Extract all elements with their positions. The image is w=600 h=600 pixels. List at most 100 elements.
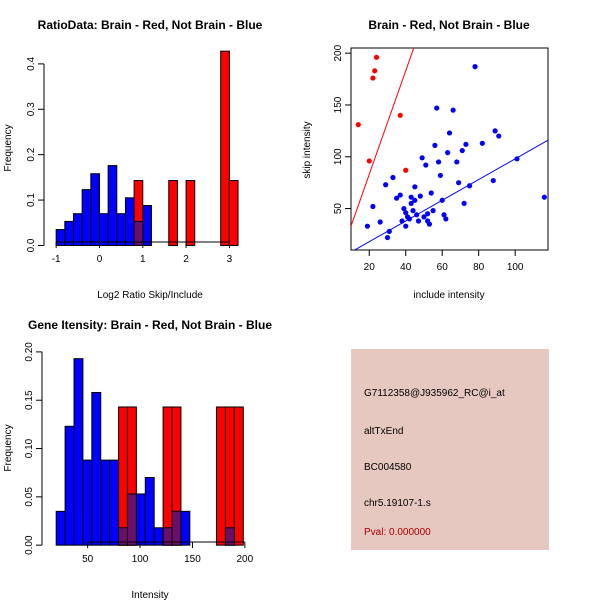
gene-bar-overlap: [224, 527, 235, 546]
scatter-point-not-brain: [384, 234, 391, 241]
gene-bar-overlap: [171, 510, 182, 546]
scatter-point-not-brain: [445, 150, 451, 156]
scatter-point-not-brain: [490, 177, 496, 184]
scatter-point-not-brain: [401, 205, 407, 212]
scatter-y-tick-label: 100: [333, 148, 344, 165]
gene-y-tick-label: 0.05: [24, 487, 35, 507]
scatter-point-not-brain: [410, 208, 416, 214]
scatter-fit-line-brain: [351, 48, 415, 227]
scatter-point-not-brain: [439, 197, 445, 203]
scatter-point-brain: [372, 68, 378, 74]
gene-bar-brain: [118, 406, 128, 546]
scatter-point-not-brain: [456, 180, 462, 186]
scatter-point-brain: [397, 112, 403, 118]
scatter-point-brain: [403, 167, 409, 173]
scatter-point-not-brain: [437, 172, 443, 179]
gene-bar-brain: [216, 406, 226, 546]
scatter-point-not-brain: [472, 64, 478, 70]
scatter-point-not-brain: [450, 107, 456, 113]
scatter-point-not-brain: [430, 208, 436, 214]
scatter-xlabel: include intensity: [413, 290, 484, 301]
gene-bar-overlap: [162, 527, 173, 546]
ratio-bar-not-brain: [72, 213, 83, 246]
scatter-point-not-brain: [479, 140, 485, 146]
pval-text: Pval: 0.000000: [364, 527, 431, 538]
ratio-x-tick-label: 2: [183, 254, 189, 265]
scatter-point-not-brain: [459, 147, 465, 154]
gene-bar-not-brain: [135, 493, 146, 546]
scatter-point-not-brain: [403, 210, 409, 216]
gene-x-tick-label: 200: [237, 554, 254, 565]
scatter-point-not-brain: [425, 211, 431, 217]
scatter-x-tick-label: 60: [437, 262, 449, 273]
scatter-ylabel: skip intensity: [302, 121, 313, 178]
info-panel: G7112358@J935962_RC@i_at altTxEnd BC0045…: [351, 349, 549, 550]
scatter-title: Brain - Red, Not Brain - Blue: [368, 18, 530, 32]
scatter-point-not-brain: [514, 156, 520, 162]
scatter-point-not-brain: [441, 212, 447, 218]
ratio-x-tick-label: 3: [227, 254, 233, 265]
scatter-point-not-brain: [426, 221, 433, 227]
scatter-point-not-brain: [415, 218, 422, 224]
ratio-histogram-xlabel: Log2 Ratio Skip/Include: [97, 290, 203, 301]
gene-bar-not-brain: [144, 477, 155, 546]
scatter-point-brain: [370, 75, 376, 81]
gene-bar-brain: [224, 406, 235, 546]
gene-bar-brain: [162, 406, 173, 546]
gene-bar-not-brain: [109, 459, 120, 546]
scatter-point-not-brain: [461, 200, 467, 206]
scatter-point-not-brain: [412, 197, 418, 203]
scatter-x-tick-label: 100: [507, 262, 524, 273]
gene-bar-not-brain: [153, 527, 164, 546]
ratio-bar-not-brain: [142, 205, 152, 246]
info-panel-background: [351, 349, 549, 550]
scatter-point-not-brain: [364, 223, 371, 229]
scatter-point-not-brain: [446, 130, 453, 136]
ratio-bar-not-brain: [98, 213, 109, 246]
scatter-point-not-brain: [394, 195, 400, 201]
scatter-x-tick-label: 40: [400, 262, 412, 273]
accession-text: BC004580: [364, 462, 412, 473]
gene-x-tick-label: 50: [82, 554, 94, 565]
scatter-point-brain: [373, 54, 380, 60]
ratio-x-tick-label: -1: [52, 254, 61, 265]
scatter-point-not-brain: [386, 228, 392, 234]
ratio-bar-brain: [228, 180, 239, 246]
event-type-text: altTxEnd: [364, 426, 403, 437]
scatter-point-not-brain: [492, 128, 498, 134]
scatter-point-not-brain: [377, 219, 383, 225]
scatter-point-not-brain: [412, 184, 418, 190]
scatter-point-not-brain: [408, 200, 414, 206]
gene-bar-not-brain: [82, 459, 93, 546]
gene-intensity-histogram-panel: Gene Itensity: Brain - Red, Not Brain - …: [3, 318, 272, 600]
gene-intensity-xlabel: Intensity: [131, 590, 168, 600]
scatter-y-tick-label: 200: [333, 44, 344, 61]
gene-bar-brain: [233, 406, 244, 546]
scatter-point-not-brain: [370, 203, 376, 210]
gene-bar-not-brain: [180, 510, 191, 546]
scatter-point-not-brain: [399, 218, 405, 224]
scatter-y-tick-label: 150: [333, 96, 344, 113]
locus-text: chr5.19107-1.s: [364, 498, 431, 509]
scatter-y-tick-label: 50: [333, 203, 344, 215]
ratio-y-tick-label: 0.2: [26, 147, 37, 161]
scatter-point-not-brain: [466, 183, 473, 189]
ratio-bar-not-brain: [107, 165, 118, 246]
gene-x-tick-label: 150: [184, 554, 201, 565]
scatter-point-not-brain: [390, 174, 396, 181]
ratio-bar-brain: [220, 50, 230, 246]
scatter-point-not-brain: [434, 105, 440, 111]
ratio-bar-not-brain: [124, 197, 135, 246]
intensity-scatter-panel: Brain - Red, Not Brain - Blue 20 40 60 80 10…: [302, 18, 549, 301]
scatter-point-not-brain: [443, 216, 449, 222]
scatter-point-not-brain: [421, 214, 427, 220]
gene-y-tick-label: 0.00: [24, 535, 35, 555]
scatter-point-brain: [366, 158, 372, 164]
scatter-point-not-brain: [432, 142, 438, 148]
ratio-x-tick-label: 0: [97, 254, 103, 265]
scatter-point-not-brain: [397, 192, 403, 198]
scatter-point-not-brain: [428, 190, 434, 196]
scatter-point-not-brain: [419, 155, 425, 161]
scatter-point-not-brain: [406, 216, 412, 222]
gene-intensity-ylabel: Frequency: [3, 424, 14, 471]
